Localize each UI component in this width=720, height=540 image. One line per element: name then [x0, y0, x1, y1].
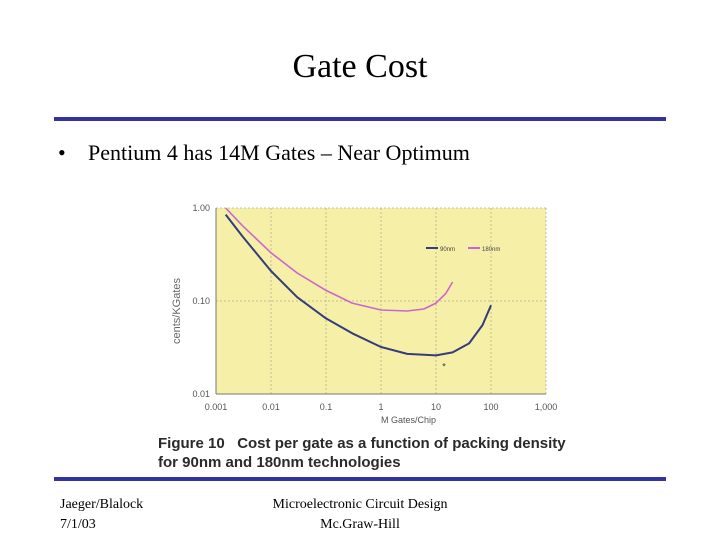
x-tick-label: 10	[431, 402, 441, 412]
chart-figure: 0.001 0.01 0.1 1 10 100 1,000 1.00 0.10 0.01 M Gat…	[154, 196, 586, 474]
x-tick-label: 100	[483, 402, 498, 412]
title-divider	[54, 117, 666, 121]
legend-label-180nm: 180nm	[482, 247, 500, 253]
y-axis-label: cents/KGates	[171, 277, 183, 344]
y-tick-label: 1.00	[192, 203, 210, 213]
x-tick-label: 0.1	[320, 402, 333, 412]
footer-left: Jaeger/Blalock 7/1/03	[60, 495, 143, 535]
caption-line-2: for 90nm and 180nm technologies	[158, 454, 401, 471]
footer-divider	[54, 477, 666, 481]
x-tick-label: 0.001	[205, 402, 228, 412]
footer-author: Jaeger/Blalock	[60, 497, 144, 512]
annotation-marker: *	[442, 361, 446, 371]
bullet-text: Pentium 4 has 14M Gates – Near Optimum	[88, 140, 470, 165]
cost-per-gate-chart: 0.001 0.01 0.1 1 10 100 1,000 1.00 0.10 0.01 M Gat…	[171, 203, 558, 425]
y-tick-label: 0.10	[192, 296, 210, 306]
footer-date: 7/1/03	[60, 517, 96, 532]
x-tick-label: 0.01	[262, 402, 280, 412]
bullet-item: • Pentium 4 has 14M Gates – Near Optimum	[58, 140, 470, 166]
figure-caption: Figure 10 Cost per gate as a function of…	[158, 434, 566, 472]
x-tick-label: 1	[378, 402, 383, 412]
bullet-marker: •	[58, 140, 66, 165]
legend-label-90nm: 90nm	[440, 247, 455, 253]
slide-title: Gate Cost	[292, 48, 428, 85]
footer-publisher: Mc.Graw-Hill	[320, 517, 400, 532]
x-axis-label: M Gates/Chip	[381, 415, 436, 425]
caption-line-1: Figure 10 Cost per gate as a function of…	[158, 435, 566, 452]
footer-book-title: Microelectronic Circuit Design	[272, 497, 448, 512]
series-line-180nm	[225, 207, 454, 312]
footer-center: Microelectronic Circuit Design Mc.Graw-H…	[250, 495, 470, 535]
series-line-90nm	[224, 213, 492, 357]
y-tick-label: 0.01	[192, 389, 210, 399]
x-tick-label: 1,000	[535, 402, 558, 412]
